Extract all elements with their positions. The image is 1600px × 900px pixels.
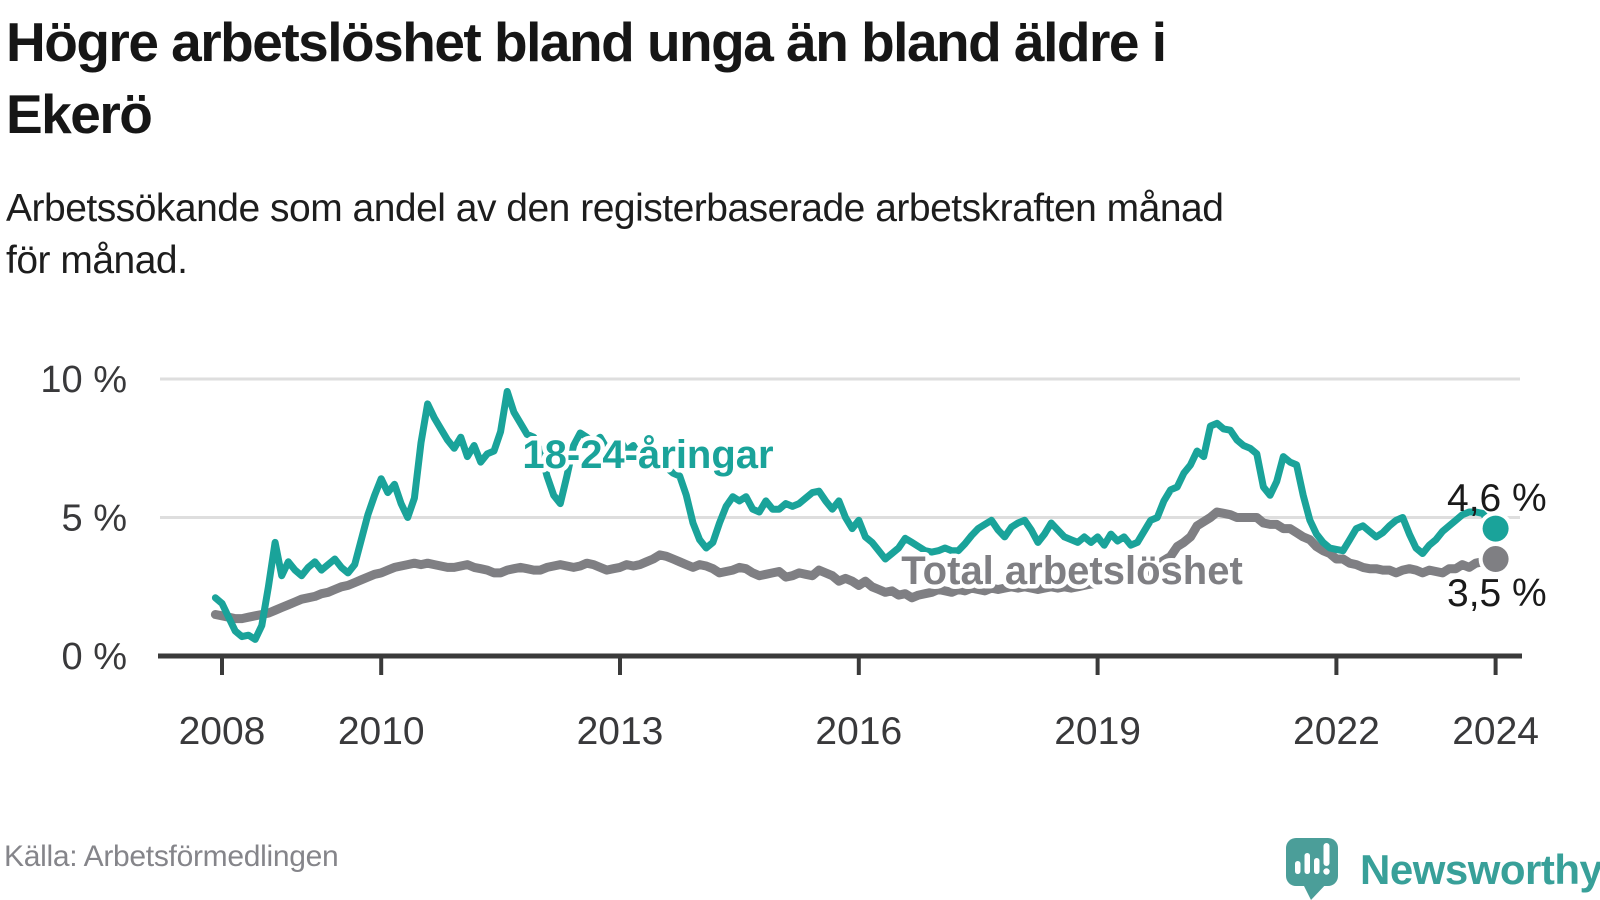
x-tick-label: 2019 <box>1054 710 1141 753</box>
newsworthy-logo-text: Newsworthy <box>1360 846 1600 893</box>
series-labels: 18-24-åringar Total arbetslöshet <box>518 429 1247 598</box>
series-label-1: 18-24-åringar <box>522 433 773 477</box>
endpoint-dot-2 <box>1482 546 1509 573</box>
speech-bubble-tail <box>1302 882 1328 900</box>
x-axis-labels: 2008 2010 2013 2016 2019 2022 2024 <box>179 710 1539 753</box>
newsworthy-logo: Newsworthy <box>1284 838 1600 900</box>
subtitle-line-1: Arbetssökande som andel av den registerb… <box>6 187 1224 230</box>
y-axis-labels: 10 % 5 % 0 % <box>40 359 127 678</box>
endpoint-dot-1 <box>1482 515 1509 542</box>
x-tick-label: 2010 <box>338 710 425 753</box>
series-label-2: Total arbetslöshet <box>901 549 1243 593</box>
gridlines <box>160 377 1520 519</box>
newsworthy-logo-icon <box>1286 838 1338 900</box>
page-title-line-1: Högre arbetslöshet bland unga än bland ä… <box>6 11 1167 73</box>
x-tick-label: 2013 <box>577 710 664 753</box>
chart-header: Högre arbetslöshet bland unga än bland ä… <box>6 6 1566 150</box>
chart-subtitle: Arbetssökande som andel av den registerb… <box>6 183 1566 287</box>
x-tick-label: 2024 <box>1452 710 1539 753</box>
x-tick-label: 2022 <box>1293 710 1380 753</box>
page-title-line-2: Ekerö <box>6 83 153 145</box>
endpoint-value-labels: 4,6 % 3,5 % <box>1447 477 1547 615</box>
x-axis <box>158 653 1522 675</box>
x-tick-label: 2016 <box>815 710 902 753</box>
exclamation-icon <box>1323 843 1330 866</box>
endpoint-value-label-2: 3,5 % <box>1447 572 1547 615</box>
series-lines <box>210 388 1501 643</box>
endpoint-markers <box>1478 511 1513 577</box>
subtitle-line-2: för månad. <box>6 239 188 282</box>
series-line-2 <box>210 507 1501 624</box>
endpoint-value-label-1: 4,6 % <box>1447 477 1547 520</box>
y-tick-label: 10 % <box>40 359 127 401</box>
y-tick-label: 0 % <box>62 636 127 678</box>
x-tick-label: 2008 <box>179 710 266 753</box>
source-note: Källa: Arbetsförmedlingen <box>4 840 339 873</box>
series-line-1 <box>211 388 1500 643</box>
y-tick-label: 5 % <box>62 498 127 540</box>
